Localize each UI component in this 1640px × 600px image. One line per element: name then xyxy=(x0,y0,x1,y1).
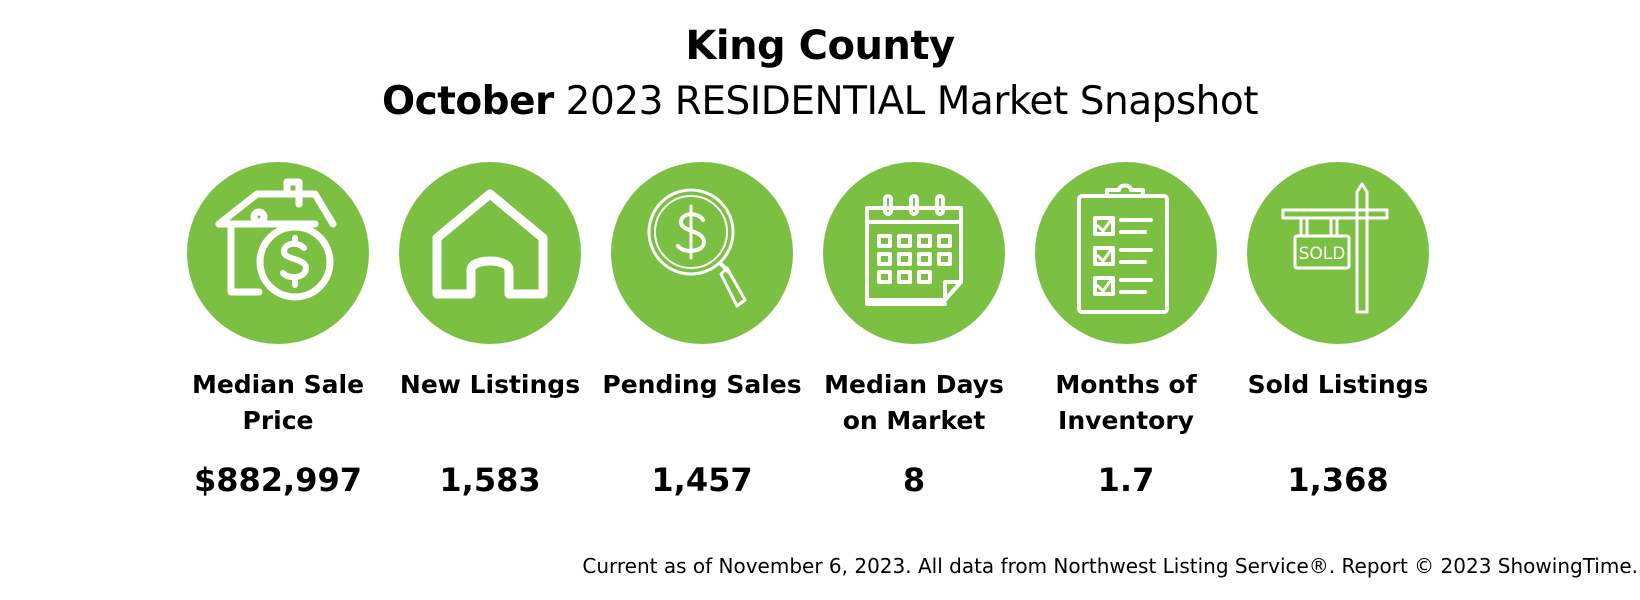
subtitle-month: October xyxy=(381,79,554,124)
report-header: King County October 2023 RESIDENTIAL Mar… xyxy=(0,18,1640,130)
metric-months-of-inventory: Months of Inventory 1.7 xyxy=(1020,162,1232,499)
metric-label: Median Sale Price xyxy=(191,370,365,435)
metric-value: 1,368 xyxy=(1287,461,1389,499)
metric-pending-sales: Pending Sales 1,457 xyxy=(596,162,808,499)
house-dollar-icon xyxy=(187,162,369,344)
sold-sign-icon: SOLD xyxy=(1247,162,1429,344)
metric-sold-listings: SOLD Sold Listings 1,368 xyxy=(1232,162,1444,499)
magnifier-dollar-icon xyxy=(611,162,793,344)
metric-value: $882,997 xyxy=(193,461,362,499)
calendar-icon xyxy=(823,162,1005,344)
metric-value: 1,583 xyxy=(439,461,541,499)
page-title: King County xyxy=(685,23,955,69)
subtitle-rest: 2023 RESIDENTIAL Market Snapshot xyxy=(553,79,1259,124)
metric-label: New Listings xyxy=(399,370,581,399)
metric-new-listings: New Listings 1,583 xyxy=(384,162,596,499)
metric-label: Median Days on Market xyxy=(824,370,1004,435)
footer-note: Current as of November 6, 2023. All data… xyxy=(582,554,1638,578)
metric-label: Sold Listings xyxy=(1247,370,1429,399)
clipboard-checklist-icon xyxy=(1035,162,1217,344)
house-icon xyxy=(399,162,581,344)
page-subtitle: October 2023 RESIDENTIAL Market Snapshot xyxy=(0,74,1640,130)
metric-value: 1.7 xyxy=(1097,461,1155,499)
metric-median-sale-price: Median Sale Price $882,997 xyxy=(172,162,384,499)
metric-value: 1,457 xyxy=(651,461,753,499)
metric-value: 8 xyxy=(902,461,926,499)
metric-label: Pending Sales xyxy=(602,370,802,399)
sold-sign-text: SOLD xyxy=(1299,244,1346,264)
metric-label: Months of Inventory xyxy=(1055,370,1197,435)
metric-median-days-on-market: Median Days on Market 8 xyxy=(808,162,1020,499)
